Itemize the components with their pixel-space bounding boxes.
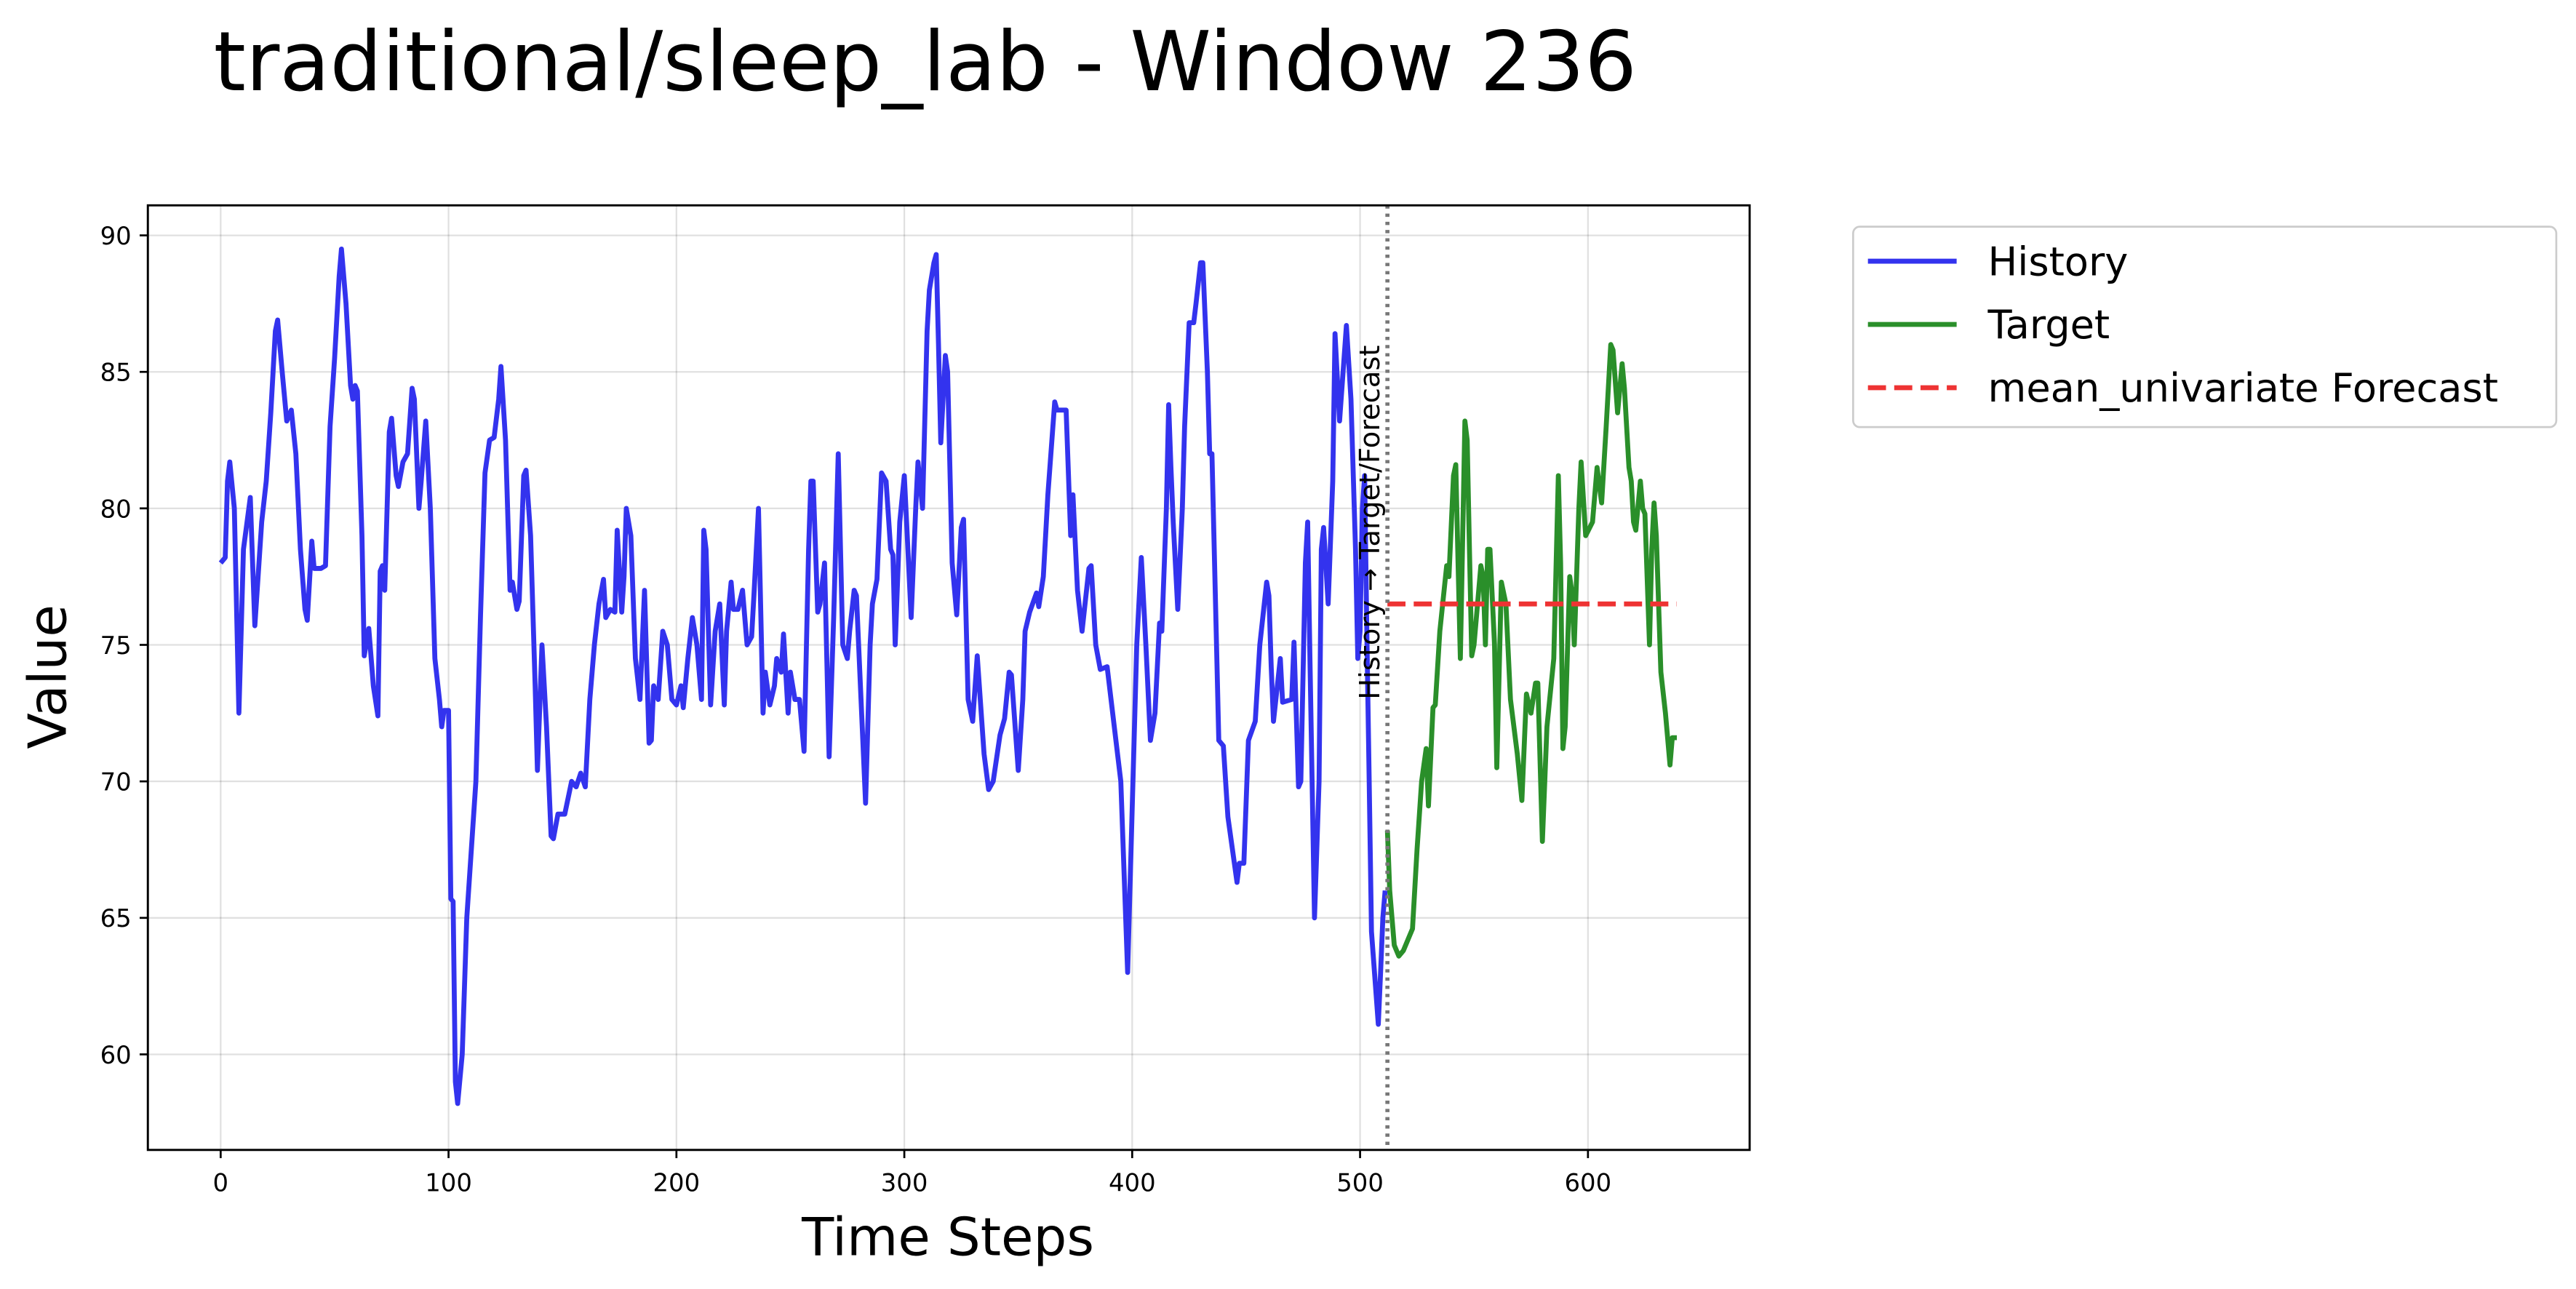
series-line bbox=[1384, 342, 1677, 959]
plot-area: History → Target/Forecast bbox=[218, 205, 1677, 1150]
x-tick-label: 300 bbox=[881, 1168, 928, 1197]
ticks: 0 100 200 300 400 500 600 60 65 70 75 80 85 90 bbox=[100, 222, 1612, 1197]
y-tick-label: 65 bbox=[100, 904, 132, 933]
x-tick-label: 0 bbox=[213, 1168, 229, 1197]
x-tick-label: 200 bbox=[653, 1168, 701, 1197]
y-tick-label: 80 bbox=[100, 495, 132, 523]
x-tick-label: 100 bbox=[425, 1168, 472, 1197]
y-tick-label: 85 bbox=[100, 359, 132, 387]
x-tick-label: 500 bbox=[1336, 1168, 1384, 1197]
y-tick-label: 70 bbox=[100, 768, 132, 797]
x-axis-label: Time Steps bbox=[801, 1207, 1094, 1268]
split-label: History → Target/Forecast bbox=[1354, 346, 1387, 700]
x-tick-label: 400 bbox=[1109, 1168, 1156, 1197]
series-line bbox=[218, 246, 1388, 1106]
legend: History Target mean_univariate Forecast bbox=[1851, 226, 2558, 428]
legend-label: mean_univariate Forecast bbox=[1988, 365, 2498, 411]
x-tick-label: 600 bbox=[1565, 1168, 1612, 1197]
y-tick-label: 75 bbox=[100, 631, 132, 660]
legend-label: History bbox=[1988, 239, 2129, 284]
legend-box bbox=[1851, 226, 2558, 428]
axes-frame bbox=[146, 204, 1751, 1152]
legend-label: Target bbox=[1987, 302, 2110, 348]
y-tick-label: 90 bbox=[100, 222, 132, 250]
grid bbox=[148, 205, 1750, 1150]
y-axis-label: Value bbox=[17, 604, 79, 749]
y-tick-label: 60 bbox=[100, 1041, 132, 1069]
chart-title: traditional/sleep_lab - Window 236 bbox=[214, 14, 1637, 110]
